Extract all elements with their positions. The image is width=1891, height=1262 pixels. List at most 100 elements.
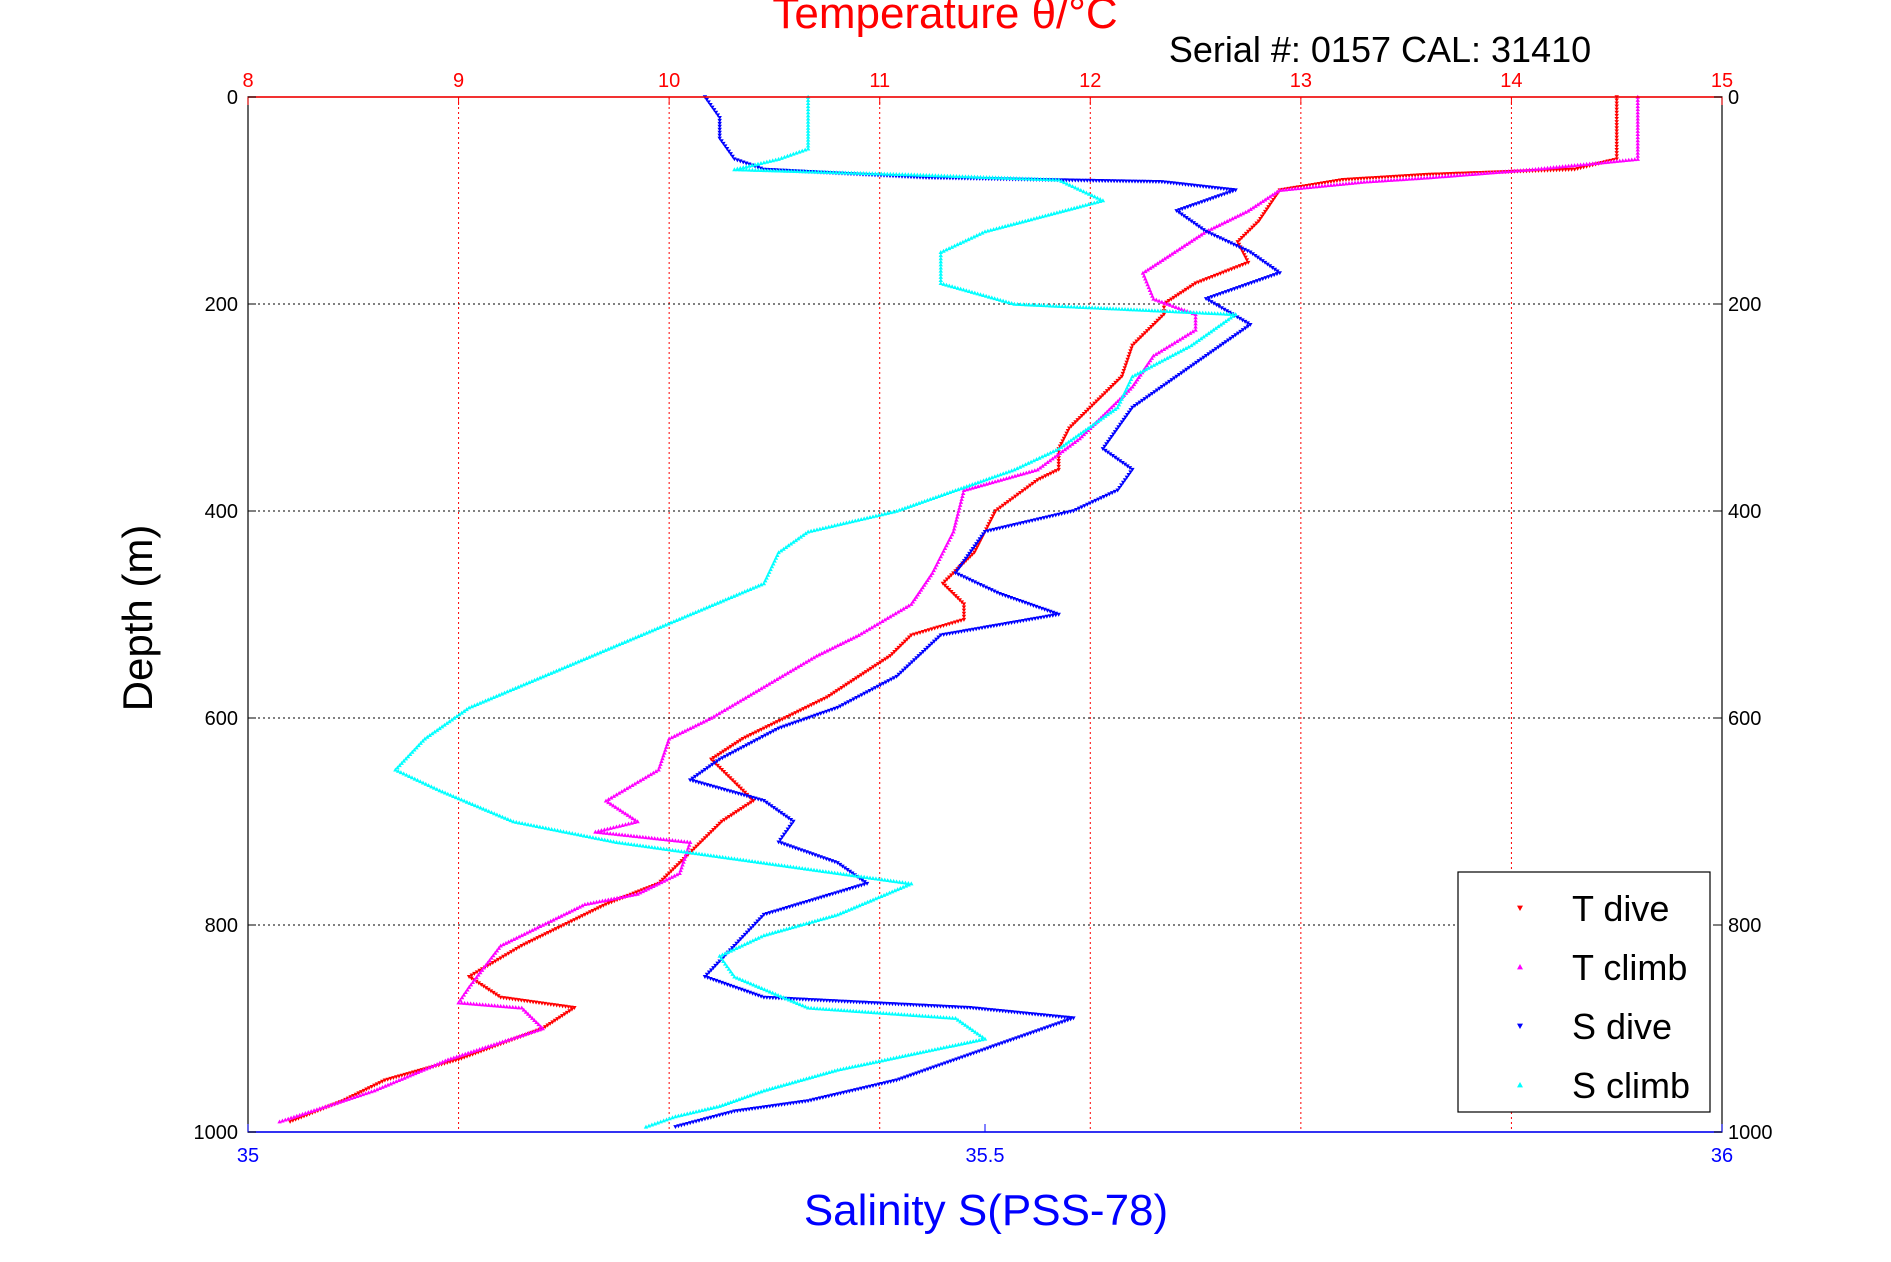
data-point xyxy=(1488,170,1493,175)
data-point xyxy=(532,926,538,931)
data-point xyxy=(968,549,974,554)
data-point xyxy=(616,832,622,837)
data-point xyxy=(1179,306,1184,311)
data-point xyxy=(540,933,545,938)
data-point xyxy=(767,1086,772,1091)
data-point xyxy=(496,945,502,950)
data-point xyxy=(1232,215,1238,220)
data-point xyxy=(521,682,526,687)
data-point xyxy=(1067,182,1072,187)
data-point xyxy=(1129,346,1134,351)
data-point xyxy=(743,979,748,984)
data-point xyxy=(974,545,980,550)
data-point xyxy=(1059,441,1064,446)
data-point xyxy=(875,684,880,689)
data-point xyxy=(1614,135,1619,140)
data-point xyxy=(1028,217,1034,222)
data-point xyxy=(938,268,943,273)
data-point xyxy=(1509,168,1514,173)
data-point xyxy=(949,244,955,249)
data-point xyxy=(1527,167,1532,172)
data-point xyxy=(660,877,666,882)
data-point xyxy=(809,998,814,1003)
data-point xyxy=(537,675,543,680)
data-point xyxy=(1093,420,1098,425)
data-point xyxy=(818,998,823,1003)
data-point xyxy=(954,174,959,178)
data-point xyxy=(481,965,487,970)
data-point xyxy=(1216,345,1221,350)
data-point xyxy=(764,1087,769,1092)
data-point xyxy=(410,749,415,754)
data-point xyxy=(1250,252,1255,257)
data-point xyxy=(801,1077,806,1082)
data-point xyxy=(1104,409,1110,414)
data-point xyxy=(1229,288,1234,293)
data-point xyxy=(1548,165,1553,170)
data-point xyxy=(1179,371,1184,376)
data-point xyxy=(1113,380,1118,385)
data-point xyxy=(1206,228,1211,233)
data-point xyxy=(812,1074,818,1079)
data-point xyxy=(700,838,706,843)
data-point xyxy=(1031,216,1037,221)
data-point xyxy=(1064,431,1069,436)
data-point xyxy=(1158,308,1164,313)
data-point xyxy=(893,1002,898,1007)
data-point xyxy=(603,898,608,903)
data-point xyxy=(726,149,732,154)
data-point xyxy=(977,1033,983,1038)
data-point xyxy=(916,654,921,659)
data-point xyxy=(662,750,667,755)
data-point xyxy=(765,732,771,737)
data-point xyxy=(753,167,758,172)
data-point xyxy=(826,524,831,529)
data-point xyxy=(1167,354,1173,359)
data-point xyxy=(1221,270,1226,275)
data-point xyxy=(603,902,609,907)
data-point xyxy=(649,1122,655,1127)
data-point xyxy=(1246,260,1251,265)
data-point xyxy=(815,998,820,1003)
data-point xyxy=(580,914,585,919)
data-point xyxy=(1233,312,1238,317)
data-point xyxy=(824,695,830,700)
data-point xyxy=(442,790,448,795)
data-point xyxy=(1245,321,1250,326)
data-point xyxy=(1029,1012,1035,1017)
data-point xyxy=(752,162,758,167)
data-point xyxy=(704,834,710,839)
data-point xyxy=(643,835,648,840)
data-point xyxy=(1151,322,1156,327)
data-point xyxy=(786,816,791,821)
data-point xyxy=(1122,306,1128,311)
data-point xyxy=(682,728,688,733)
data-point xyxy=(432,729,437,734)
data-point xyxy=(1173,294,1179,299)
data-point xyxy=(1188,310,1193,315)
data-point xyxy=(1176,305,1181,310)
data-point xyxy=(1224,311,1229,316)
data-point xyxy=(611,839,616,844)
data-point xyxy=(1069,304,1074,309)
data-point xyxy=(676,848,681,853)
data-point xyxy=(510,1004,515,1009)
data-point xyxy=(725,1101,731,1105)
data-point xyxy=(1198,184,1203,189)
data-point xyxy=(1021,302,1026,307)
data-point xyxy=(924,172,929,177)
data-point xyxy=(486,697,491,702)
data-point xyxy=(944,247,949,252)
data-point xyxy=(878,683,883,688)
data-point xyxy=(900,1076,905,1081)
data-point xyxy=(1062,1015,1067,1020)
data-point xyxy=(1029,176,1034,181)
data-point xyxy=(971,1039,976,1044)
data-point xyxy=(705,1106,711,1111)
data-point xyxy=(1557,164,1562,169)
data-point xyxy=(1031,1030,1036,1035)
data-point xyxy=(1140,270,1146,275)
data-point xyxy=(736,747,741,752)
data-point xyxy=(968,235,974,240)
